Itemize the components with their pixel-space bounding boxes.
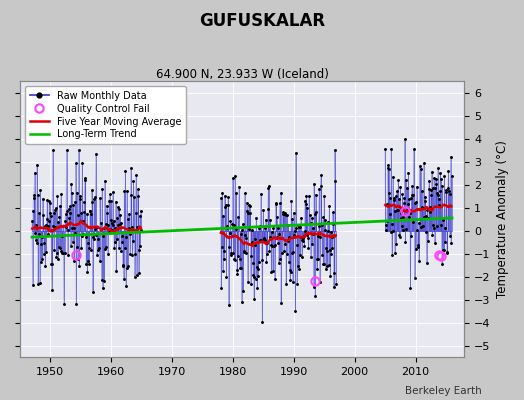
Text: GUFUSKALAR: GUFUSKALAR [199, 12, 325, 30]
Legend: Raw Monthly Data, Quality Control Fail, Five Year Moving Average, Long-Term Tren: Raw Monthly Data, Quality Control Fail, … [25, 86, 186, 144]
Title: 64.900 N, 23.933 W (Iceland): 64.900 N, 23.933 W (Iceland) [156, 68, 329, 81]
Text: Berkeley Earth: Berkeley Earth [406, 386, 482, 396]
Y-axis label: Temperature Anomaly (°C): Temperature Anomaly (°C) [496, 140, 509, 298]
